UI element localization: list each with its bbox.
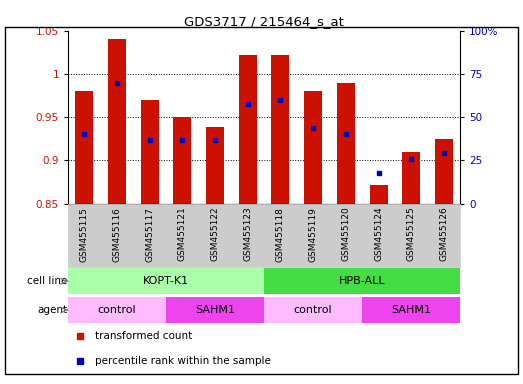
Bar [68,204,100,267]
Text: GSM455117: GSM455117 [145,207,154,262]
Text: cell line: cell line [27,276,67,286]
Bar [428,204,460,267]
Text: GSM455115: GSM455115 [80,207,89,262]
Bar [362,204,395,267]
Text: GSM455121: GSM455121 [178,207,187,262]
Text: GSM455126: GSM455126 [439,207,448,262]
Bar [199,204,231,267]
Bar [68,297,166,323]
Bar [231,204,264,267]
Bar [271,55,289,204]
Bar [362,297,460,323]
Bar [304,91,322,204]
Bar [337,83,355,204]
Bar [166,204,199,267]
Bar [100,204,133,267]
Text: GSM455123: GSM455123 [243,207,252,262]
Title: GDS3717 / 215464_s_at: GDS3717 / 215464_s_at [184,15,344,28]
Text: SAHM1: SAHM1 [195,305,235,315]
Bar [239,55,257,204]
Bar [395,204,428,267]
Bar [133,204,166,267]
Text: GSM455120: GSM455120 [342,207,350,262]
Bar [174,117,191,204]
Bar [370,184,388,204]
Text: GSM455124: GSM455124 [374,207,383,262]
Bar [264,268,460,294]
Text: GSM455119: GSM455119 [309,207,317,262]
Text: GSM455118: GSM455118 [276,207,285,262]
Bar [297,204,329,267]
Text: GSM455116: GSM455116 [112,207,121,262]
Bar [329,204,362,267]
Bar [75,91,93,204]
Text: HPB-ALL: HPB-ALL [339,276,385,286]
Text: GSM455125: GSM455125 [407,207,416,262]
Bar [108,39,126,204]
Bar [141,100,158,204]
Text: GSM455122: GSM455122 [211,207,220,262]
Text: control: control [98,305,137,315]
Bar [435,139,453,204]
Bar [402,152,420,204]
Bar [264,297,362,323]
Text: percentile rank within the sample: percentile rank within the sample [96,356,271,366]
Bar [68,268,264,294]
Bar [166,297,264,323]
Text: agent: agent [37,305,67,315]
Text: SAHM1: SAHM1 [391,305,431,315]
Text: control: control [294,305,333,315]
Text: transformed count: transformed count [96,331,192,341]
Bar [206,127,224,204]
Bar [264,204,297,267]
Text: KOPT-K1: KOPT-K1 [143,276,189,286]
